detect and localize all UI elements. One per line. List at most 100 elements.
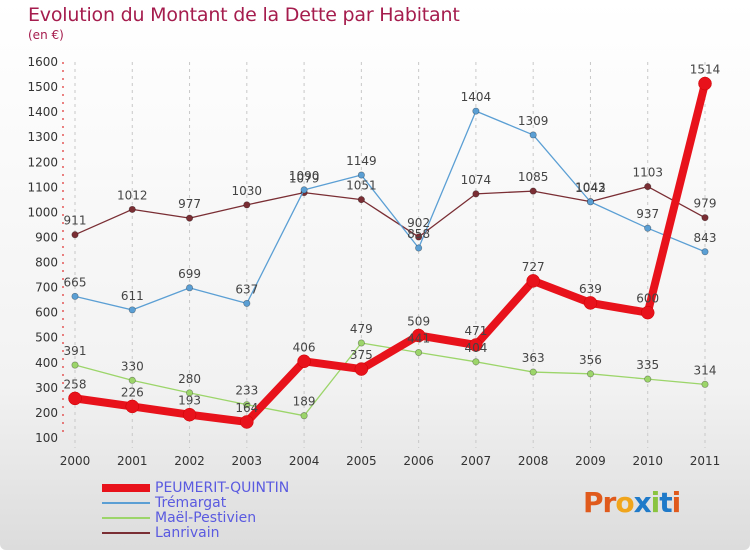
data-label: 193 [178,394,201,408]
data-label: 858 [407,227,430,241]
data-point [701,214,709,222]
data-point [128,306,136,314]
y-tick-label: 900 [35,230,58,244]
data-label: 471 [464,324,487,338]
legend-label: PEUMERIT-QUINTIN [155,480,289,496]
data-point [357,196,365,204]
data-point [128,376,136,384]
data-point [300,412,308,420]
y-tick-label: 1500 [27,80,58,94]
data-label: 1514 [690,63,721,77]
data-label: 233 [235,384,258,398]
x-tick-label: 2011 [690,454,721,468]
y-tick-label: 400 [35,356,58,370]
data-label: 611 [121,289,144,303]
data-point [243,401,251,409]
data-point [472,190,480,198]
y-tick-label: 600 [35,306,58,320]
data-point [128,205,136,213]
data-label: 600 [636,292,659,306]
data-point [701,380,709,388]
series-line [74,185,706,238]
x-tick-label: 2007 [461,454,492,468]
data-point [586,370,595,378]
data-point [182,407,197,422]
data-label: 479 [350,322,373,336]
data-label: 226 [121,385,144,399]
data-label: 404 [464,341,487,355]
data-label: 639 [579,282,602,296]
data-point [526,274,540,288]
data-label: 977 [178,197,201,211]
data-label: 441 [407,332,430,346]
x-tick-label: 2004 [289,454,320,468]
data-point [297,354,311,369]
data-label: 1030 [232,184,263,198]
data-point [68,391,82,406]
data-label: 406 [293,340,316,354]
y-tick-label: 1600 [27,55,58,69]
x-tick-label: 2005 [346,454,377,468]
data-label: 911 [64,214,87,228]
data-point [586,198,595,206]
data-point [469,338,483,352]
data-label: 1149 [346,154,377,168]
data-point [415,233,423,241]
data-label: 902 [407,216,430,230]
data-label: 356 [579,353,602,367]
y-tick-label: 700 [35,281,58,295]
chart-unit: (en €) [28,28,64,42]
proxiti-logo: Proxiti [583,486,681,519]
data-point [354,362,369,376]
x-tick-label: 2006 [403,454,434,468]
y-tick-label: 1400 [27,105,58,119]
x-tick-label: 2003 [232,454,263,468]
data-point [644,375,652,383]
data-point [529,131,537,139]
data-point [472,107,480,115]
series-line [71,79,709,426]
data-label: 1012 [117,188,148,202]
data-point [640,305,655,320]
data-label: 258 [64,377,87,391]
data-label: 699 [178,267,201,281]
legend-label: Trémargat [154,495,227,511]
x-tick-label: 2000 [60,454,91,468]
data-point [240,415,254,429]
data-point [300,186,308,194]
data-point [529,187,537,195]
data-point [243,201,251,209]
data-label: 1079 [289,172,320,186]
series-line [74,110,706,311]
data-point [529,368,537,376]
x-tick-label: 2008 [518,454,549,468]
data-point [644,183,652,191]
data-point [71,231,79,239]
data-point [185,214,194,222]
data-label: 335 [636,358,659,372]
data-label: 979 [694,197,717,211]
data-label: 164 [235,401,258,415]
data-point [357,339,365,347]
data-label: 189 [293,395,316,409]
data-label: 937 [636,207,659,221]
y-tick-label: 1000 [27,205,58,219]
data-point [415,348,423,357]
data-label: 375 [350,348,373,362]
x-tick-label: 2001 [117,454,148,468]
data-point [701,248,709,256]
x-tick-label: 2002 [174,454,205,468]
x-tick-label: 2009 [575,454,606,468]
y-tick-label: 1100 [27,180,58,194]
y-tick-label: 1300 [27,130,58,144]
data-label: 363 [522,351,545,365]
data-label: 509 [407,314,430,328]
data-label: 391 [64,344,87,358]
data-point [71,361,79,369]
data-point [583,296,598,310]
data-point [411,328,426,343]
data-label: 330 [121,359,144,373]
data-point [243,299,251,307]
data-label: 1043 [575,181,606,195]
